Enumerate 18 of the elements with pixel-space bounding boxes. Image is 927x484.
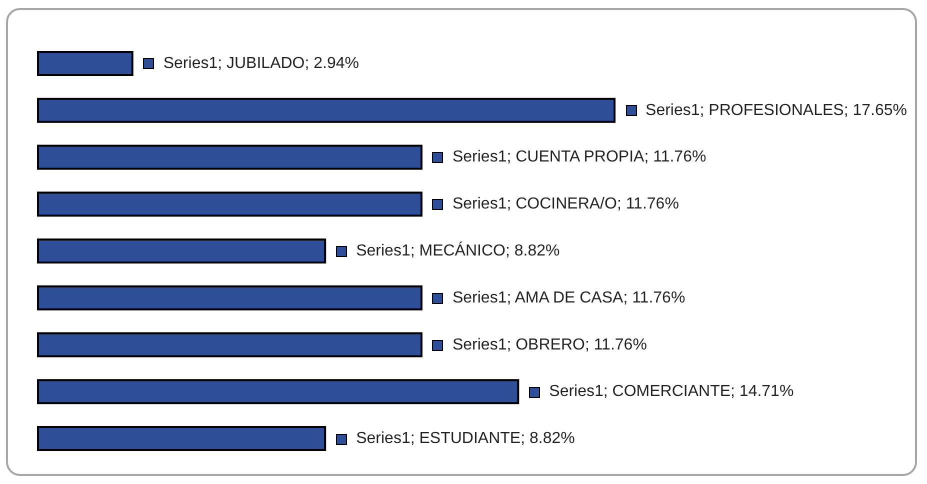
data-label: Series1; AMA DE CASA; 11.76% (452, 289, 686, 306)
data-label: Series1; COMERCIANTE; 14.71% (549, 383, 794, 400)
data-label: Series1; PROFESIONALES; 17.65% (646, 102, 907, 119)
data-label: Series1; MECÁNICO; 8.82% (356, 242, 560, 260)
bar (37, 238, 326, 264)
bar (37, 332, 422, 358)
bar (37, 192, 422, 217)
bar (37, 285, 422, 310)
bar (37, 98, 616, 123)
data-label: Series1; COCINERA/O; 11.76% (452, 196, 679, 213)
data-label: Series1; CUENTA PROPIA; 11.76% (452, 148, 706, 166)
bar (37, 426, 326, 452)
bar (37, 379, 520, 404)
bar (37, 144, 422, 170)
data-label: Series1; JUBILADO; 2.94% (163, 54, 360, 72)
bar (37, 50, 134, 76)
data-label: Series1; OBRERO; 11.76% (452, 336, 647, 354)
data-label: Series1; ESTUDIANTE; 8.82% (356, 430, 575, 448)
